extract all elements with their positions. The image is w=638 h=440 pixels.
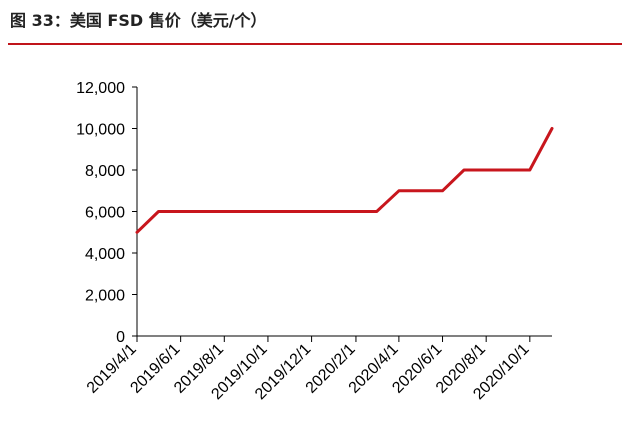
y-tick-label: 2,000 — [85, 288, 125, 305]
y-tick-label: 12,000 — [76, 80, 125, 97]
y-axis: 0 2,000 4,000 6,000 8,000 10,000 12,000 — [76, 80, 138, 346]
series-line-fsd-price — [135, 127, 554, 234]
y-tick-label: 4,000 — [85, 246, 125, 263]
x-axis: 2019/4/12019/6/12019/8/12019/10/12019/12… — [84, 335, 552, 403]
y-tick-label: 10,000 — [76, 122, 125, 139]
y-tick-label: 6,000 — [85, 205, 125, 222]
y-tick-label: 0 — [116, 329, 125, 346]
y-tick-label: 8,000 — [85, 163, 125, 180]
figure-title: 图 33：美国 FSD 售价（美元/个） — [10, 11, 267, 30]
title-divider — [8, 43, 622, 45]
series-layer — [135, 127, 554, 234]
